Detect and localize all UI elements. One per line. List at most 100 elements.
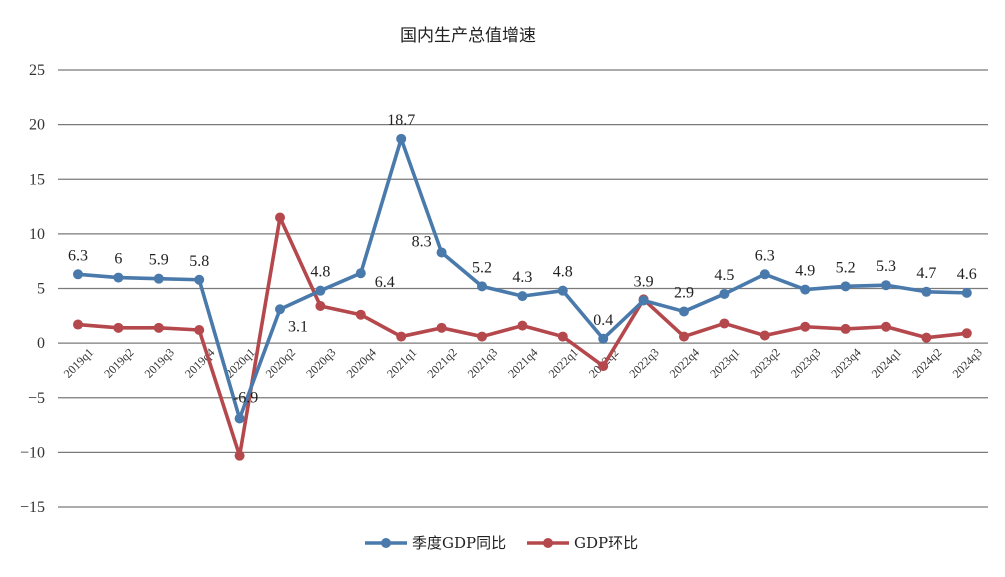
data-label: 6.3 (755, 247, 775, 264)
legend-label: 季度GDP同比 (412, 534, 506, 552)
data-point (234, 413, 245, 424)
y-tick-label: −10 (20, 444, 45, 461)
data-label: 6 (114, 251, 122, 268)
data-point (800, 321, 811, 332)
data-point (598, 361, 609, 372)
x-tick-label: 2022q3 (626, 345, 661, 380)
data-point (396, 331, 407, 342)
x-tick-label: 2019q1 (61, 345, 96, 380)
data-point (961, 328, 972, 339)
y-tick-label: −15 (20, 499, 45, 516)
data-point (436, 322, 447, 333)
data-point (153, 273, 164, 284)
y-tick-label: −5 (28, 390, 45, 407)
data-label: 3.1 (288, 318, 308, 335)
x-tick-label: 2022q1 (546, 345, 581, 380)
data-point (315, 300, 326, 311)
x-tick-label: 2023q1 (707, 345, 742, 380)
data-point (315, 285, 326, 296)
data-point (800, 284, 811, 295)
data-point (477, 331, 487, 342)
data-label: -6.9 (233, 390, 258, 407)
data-point (113, 272, 124, 283)
series-line (76, 215, 969, 458)
data-point (557, 285, 568, 296)
x-tick-label: 2020q3 (303, 345, 338, 380)
y-tick-label: 15 (29, 171, 45, 188)
data-point (436, 247, 447, 258)
y-tick-label: 5 (37, 281, 45, 298)
data-point (759, 330, 770, 341)
data-point (234, 450, 245, 461)
x-tick-label: 2023q4 (828, 345, 863, 380)
x-tick-label: 2021q1 (384, 345, 419, 380)
data-label: 18.7 (387, 112, 415, 129)
data-label: 4.3 (512, 269, 532, 286)
x-tick-label: 2021q4 (505, 345, 540, 380)
x-tick-label: 2024q3 (950, 345, 985, 380)
data-point (638, 295, 649, 306)
data-label: 4.8 (310, 264, 330, 281)
data-point (840, 323, 851, 334)
data-label: 5.2 (836, 259, 856, 276)
data-point (719, 288, 730, 299)
data-point (719, 318, 730, 329)
data-label: 2.9 (674, 284, 694, 301)
data-label: 4.5 (714, 267, 734, 284)
data-point (759, 269, 770, 280)
data-point (679, 331, 689, 342)
data-label: 8.3 (412, 233, 432, 250)
data-point (194, 325, 205, 336)
data-label: 4.9 (795, 263, 815, 280)
data-point (517, 320, 528, 331)
data-point (275, 304, 285, 315)
gridlines (58, 69, 988, 508)
series-lines (73, 133, 972, 461)
data-point (840, 281, 851, 292)
x-axis-ticks: 2019q1 2019q2 2019q3 2019q4 2020q1 2020q2 2020… (61, 345, 985, 380)
y-tick-label: 10 (29, 226, 45, 243)
data-labels: 6.3 6 5.9 5.8 -6.9 3.1 4.8 6.4 18.7 8.3 5.2 4.3 4.8 0… (68, 112, 977, 407)
data-point (113, 322, 124, 333)
data-point (194, 274, 205, 285)
data-label: 4.6 (957, 266, 977, 283)
data-label: 5.8 (189, 253, 209, 270)
x-tick-label: 2023q2 (748, 345, 783, 380)
data-label: 0.4 (593, 312, 613, 329)
x-tick-label: 2019q3 (142, 345, 177, 380)
y-tick-label: 20 (29, 117, 45, 134)
data-label: 5.3 (876, 258, 896, 275)
data-label: 5.9 (149, 252, 169, 269)
x-tick-label: 2021q3 (465, 345, 500, 380)
data-point (396, 133, 407, 144)
data-label: 5.2 (472, 259, 492, 276)
data-point (598, 333, 609, 344)
data-point (881, 280, 891, 291)
x-tick-label: 2020q2 (263, 345, 298, 380)
data-point (275, 212, 285, 223)
data-label: 3.9 (634, 274, 654, 291)
chart-title: 国内生产总值增速 (400, 26, 536, 46)
data-point (921, 332, 932, 343)
y-axis-ticks: 25 20 15 10 5 0 −5 −10 −15 (20, 62, 45, 516)
data-point (961, 287, 972, 298)
data-point (73, 319, 83, 330)
legend-marker (381, 538, 391, 548)
data-point (921, 286, 932, 297)
x-tick-label: 2020q4 (344, 345, 379, 380)
data-point (557, 331, 568, 342)
data-point (477, 281, 487, 292)
data-label: 4.7 (916, 265, 936, 282)
legend-label: GDP环比 (574, 534, 638, 552)
legend-marker (543, 538, 553, 548)
data-label: 6.3 (68, 247, 88, 264)
data-point (153, 322, 164, 333)
x-tick-label: 2021q2 (424, 345, 459, 380)
x-tick-label: 2024q1 (869, 345, 904, 380)
data-point (73, 269, 83, 280)
data-point (355, 268, 366, 279)
x-tick-label: 2022q4 (667, 345, 702, 380)
x-tick-label: 2023q3 (788, 345, 823, 380)
data-point (517, 291, 528, 302)
